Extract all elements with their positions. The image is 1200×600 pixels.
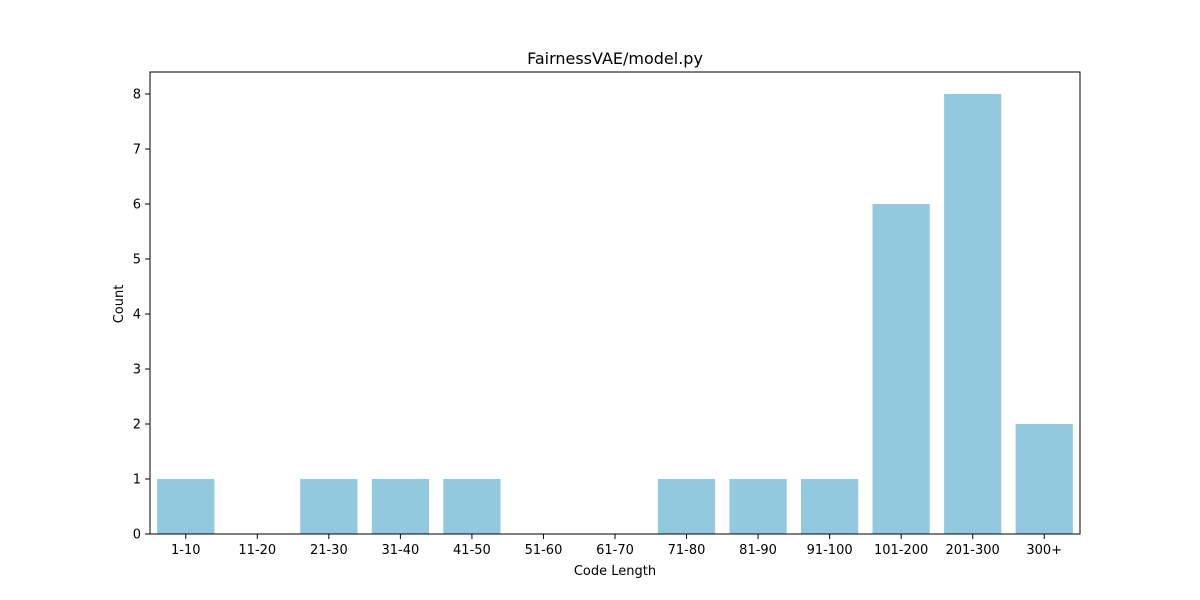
x-tick-label: 51-60	[525, 543, 563, 558]
x-tick-label: 201-300	[946, 543, 1000, 558]
bar-41-50	[443, 479, 501, 534]
x-tick-label: 11-20	[238, 543, 276, 558]
y-tick-label: 0	[133, 528, 141, 543]
x-tick-label: 41-50	[453, 543, 491, 558]
y-axis-ticks: 0 1 2 3 4 5 6 7 8	[133, 88, 150, 543]
x-axis-label: Code Length	[574, 564, 656, 579]
y-tick-label: 6	[133, 198, 141, 213]
x-tick-label: 1-10	[171, 543, 201, 558]
plot-frame	[149, 71, 1081, 535]
x-tick-label: 91-100	[807, 543, 853, 558]
y-tick-label: 5	[133, 253, 141, 268]
bar-81-90	[729, 479, 787, 534]
y-tick-label: 2	[133, 418, 141, 433]
x-tick-label: 101-200	[874, 543, 928, 558]
y-tick-label: 4	[133, 308, 141, 323]
x-axis-ticks: 1-10 11-20 21-30 31-40 41-50 51-60 61-70 71-80 8…	[171, 534, 1062, 558]
x-tick-label: 71-80	[668, 543, 706, 558]
y-axis-label: Count	[112, 285, 127, 324]
bar-91-100	[801, 479, 859, 534]
y-tick-label: 1	[133, 473, 141, 488]
bar-71-80	[657, 479, 716, 534]
bar-201-300	[944, 94, 1002, 534]
bar-21-30	[300, 479, 358, 534]
bar-300+	[1015, 424, 1073, 534]
x-tick-label: 21-30	[310, 543, 348, 558]
x-tick-label: 81-90	[739, 543, 777, 558]
y-tick-label: 3	[133, 363, 141, 378]
bar-101-200	[872, 204, 930, 534]
x-tick-label: 61-70	[596, 543, 634, 558]
x-tick-label: 31-40	[381, 543, 419, 558]
chart-title: FairnessVAE/model.py	[527, 49, 703, 68]
bar-1-10	[157, 479, 215, 534]
y-tick-label: 8	[133, 88, 141, 103]
bar-31-40	[371, 479, 429, 534]
x-tick-label: 300+	[1026, 543, 1062, 558]
y-tick-label: 7	[133, 143, 141, 158]
bars-group	[157, 94, 1073, 534]
